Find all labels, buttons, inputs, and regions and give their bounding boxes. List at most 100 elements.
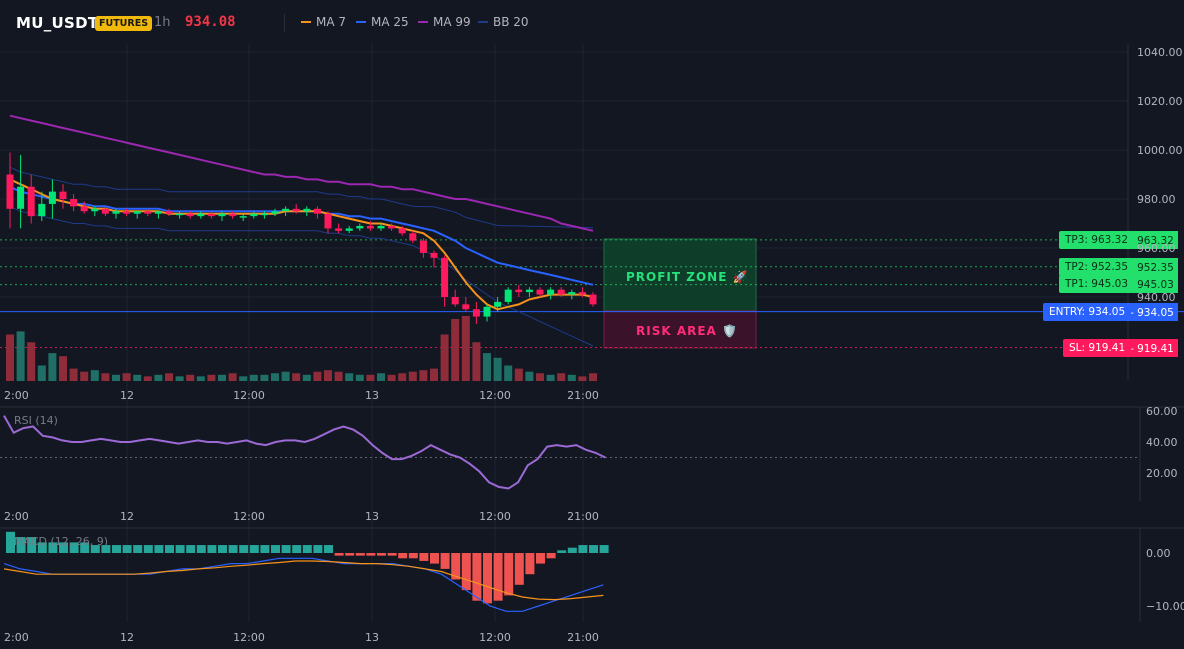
candle-body — [239, 216, 247, 218]
macd-hist-bar — [48, 542, 58, 553]
time-tick-label: 12:00 — [233, 389, 265, 402]
candle-body — [494, 301, 502, 307]
candle-body — [324, 213, 332, 229]
candle-body — [515, 289, 523, 293]
macd-hist-bar — [514, 553, 524, 585]
time-tick-label: 12:00 — [233, 510, 265, 523]
candle-body — [441, 257, 449, 297]
legend-ma99[interactable]: MA 99 — [418, 15, 471, 29]
candle-body — [356, 225, 364, 229]
volume-bar — [313, 371, 322, 381]
macd-signal-line — [3, 560, 604, 601]
candle-body — [366, 225, 374, 229]
risk-area-label: RISK AREA 🛡️ — [636, 324, 738, 338]
candle-body — [589, 294, 597, 305]
ma99-line — [9, 114, 594, 232]
volume-bar — [143, 376, 152, 381]
volume-bar — [536, 373, 544, 381]
volume-bar — [472, 342, 481, 381]
time-tick-label: 12 — [120, 510, 134, 523]
volume-bar — [292, 373, 301, 381]
time-tick-label: 12 — [120, 389, 134, 402]
macd-hist-bar — [377, 553, 386, 556]
macd-hist-bar — [271, 545, 280, 553]
rsi-tick-label: 60.00 — [1146, 405, 1178, 418]
volume-bar — [16, 331, 25, 381]
legend-ma7[interactable]: MA 7 — [301, 15, 346, 29]
macd-hist-bar — [292, 545, 302, 553]
volume-bar — [493, 357, 502, 381]
volume-bar — [355, 374, 364, 381]
volume-bar — [69, 368, 78, 381]
candle-body — [133, 211, 141, 214]
candle-body — [144, 211, 152, 214]
macd-hist-bar — [472, 553, 482, 601]
volume-bar — [302, 374, 311, 381]
macd-hist-bar — [334, 553, 344, 556]
volume-bar — [37, 365, 46, 381]
candle-body — [388, 225, 396, 229]
tp3-axis-badge — [1128, 231, 1178, 249]
ma7-label: MA 7 — [316, 15, 347, 29]
macd-hist-bar — [112, 545, 121, 553]
candle-body — [260, 213, 268, 216]
rsi-tick-label: 40.00 — [1146, 436, 1178, 449]
futures-badge: FUTURES — [95, 16, 153, 31]
time-tick-label: 2:00 — [4, 631, 29, 644]
candle-body — [123, 211, 131, 214]
risk-zone — [603, 310, 757, 349]
volume-bar — [218, 374, 226, 381]
volume-bars — [6, 315, 597, 381]
volume-bar — [557, 373, 566, 381]
macd-hist-bar — [324, 545, 333, 553]
volume-bar — [6, 334, 14, 381]
macd-hist-bar — [483, 553, 492, 604]
candle-body — [207, 213, 215, 217]
time-tick-label: 13 — [365, 389, 379, 402]
time-axes[interactable]: 2:00 12 12:00 13 12:00 21:00 2:00 12 12:00 13 12:0… — [4, 389, 599, 644]
rsi-title: RSI (14) — [14, 414, 58, 427]
price-axis[interactable]: 1040.00 1020.00 1000.00 980.00 960.00 940.00 — [1137, 46, 1183, 304]
volume-bar — [175, 376, 184, 381]
tp1-axis-badge — [1128, 275, 1178, 293]
legend-bb20[interactable]: BB 20 — [478, 15, 529, 29]
time-tick-label: 13 — [365, 510, 379, 523]
candle-body — [91, 208, 99, 212]
chart-header: MU_USDT FUTURES 1h 934.08 MA 7 MA 25 MA … — [0, 0, 1184, 44]
candle-body — [282, 208, 290, 212]
macd-hist-bar — [249, 545, 259, 553]
profit-zone-label: PROFIT ZONE 🚀 — [626, 270, 749, 284]
volume-bar — [483, 353, 491, 381]
macd-hist-bar — [260, 545, 270, 553]
candle-body — [303, 208, 311, 212]
volume-bar — [59, 356, 67, 381]
macd-hist-bar — [228, 545, 238, 553]
volume-bar — [112, 374, 120, 381]
macd-hist-bar — [6, 531, 15, 553]
volume-bar — [249, 374, 258, 381]
macd-hist-bar — [387, 553, 397, 556]
macd-hist-bar — [408, 553, 418, 559]
sl-axis-value: - 919.41 — [1130, 343, 1174, 355]
volume-bar — [451, 319, 460, 381]
bollinger-bands — [9, 166, 594, 347]
candle-body — [462, 304, 470, 310]
symbol-label[interactable]: MU_USDT — [16, 14, 99, 32]
volume-bar — [408, 371, 417, 381]
candle-body — [409, 233, 417, 241]
macd-hist-bar — [536, 553, 545, 564]
volume-bar — [504, 365, 513, 381]
bb20-label: BB 20 — [493, 15, 529, 29]
timeframe-label[interactable]: 1h — [154, 15, 171, 30]
macd-hist-bar — [461, 553, 471, 591]
bb-upper-line — [9, 166, 594, 229]
candle-body — [504, 289, 512, 302]
macd-tick-label: −10.00 — [1146, 600, 1184, 613]
macd-title: MACD (12, 26, 9) — [14, 535, 109, 548]
candle-body — [176, 213, 184, 216]
legend-ma25[interactable]: MA 25 — [356, 15, 409, 29]
macd-hist-bar — [101, 545, 111, 553]
candle-body — [38, 203, 46, 217]
macd-hist-bar — [154, 545, 164, 553]
